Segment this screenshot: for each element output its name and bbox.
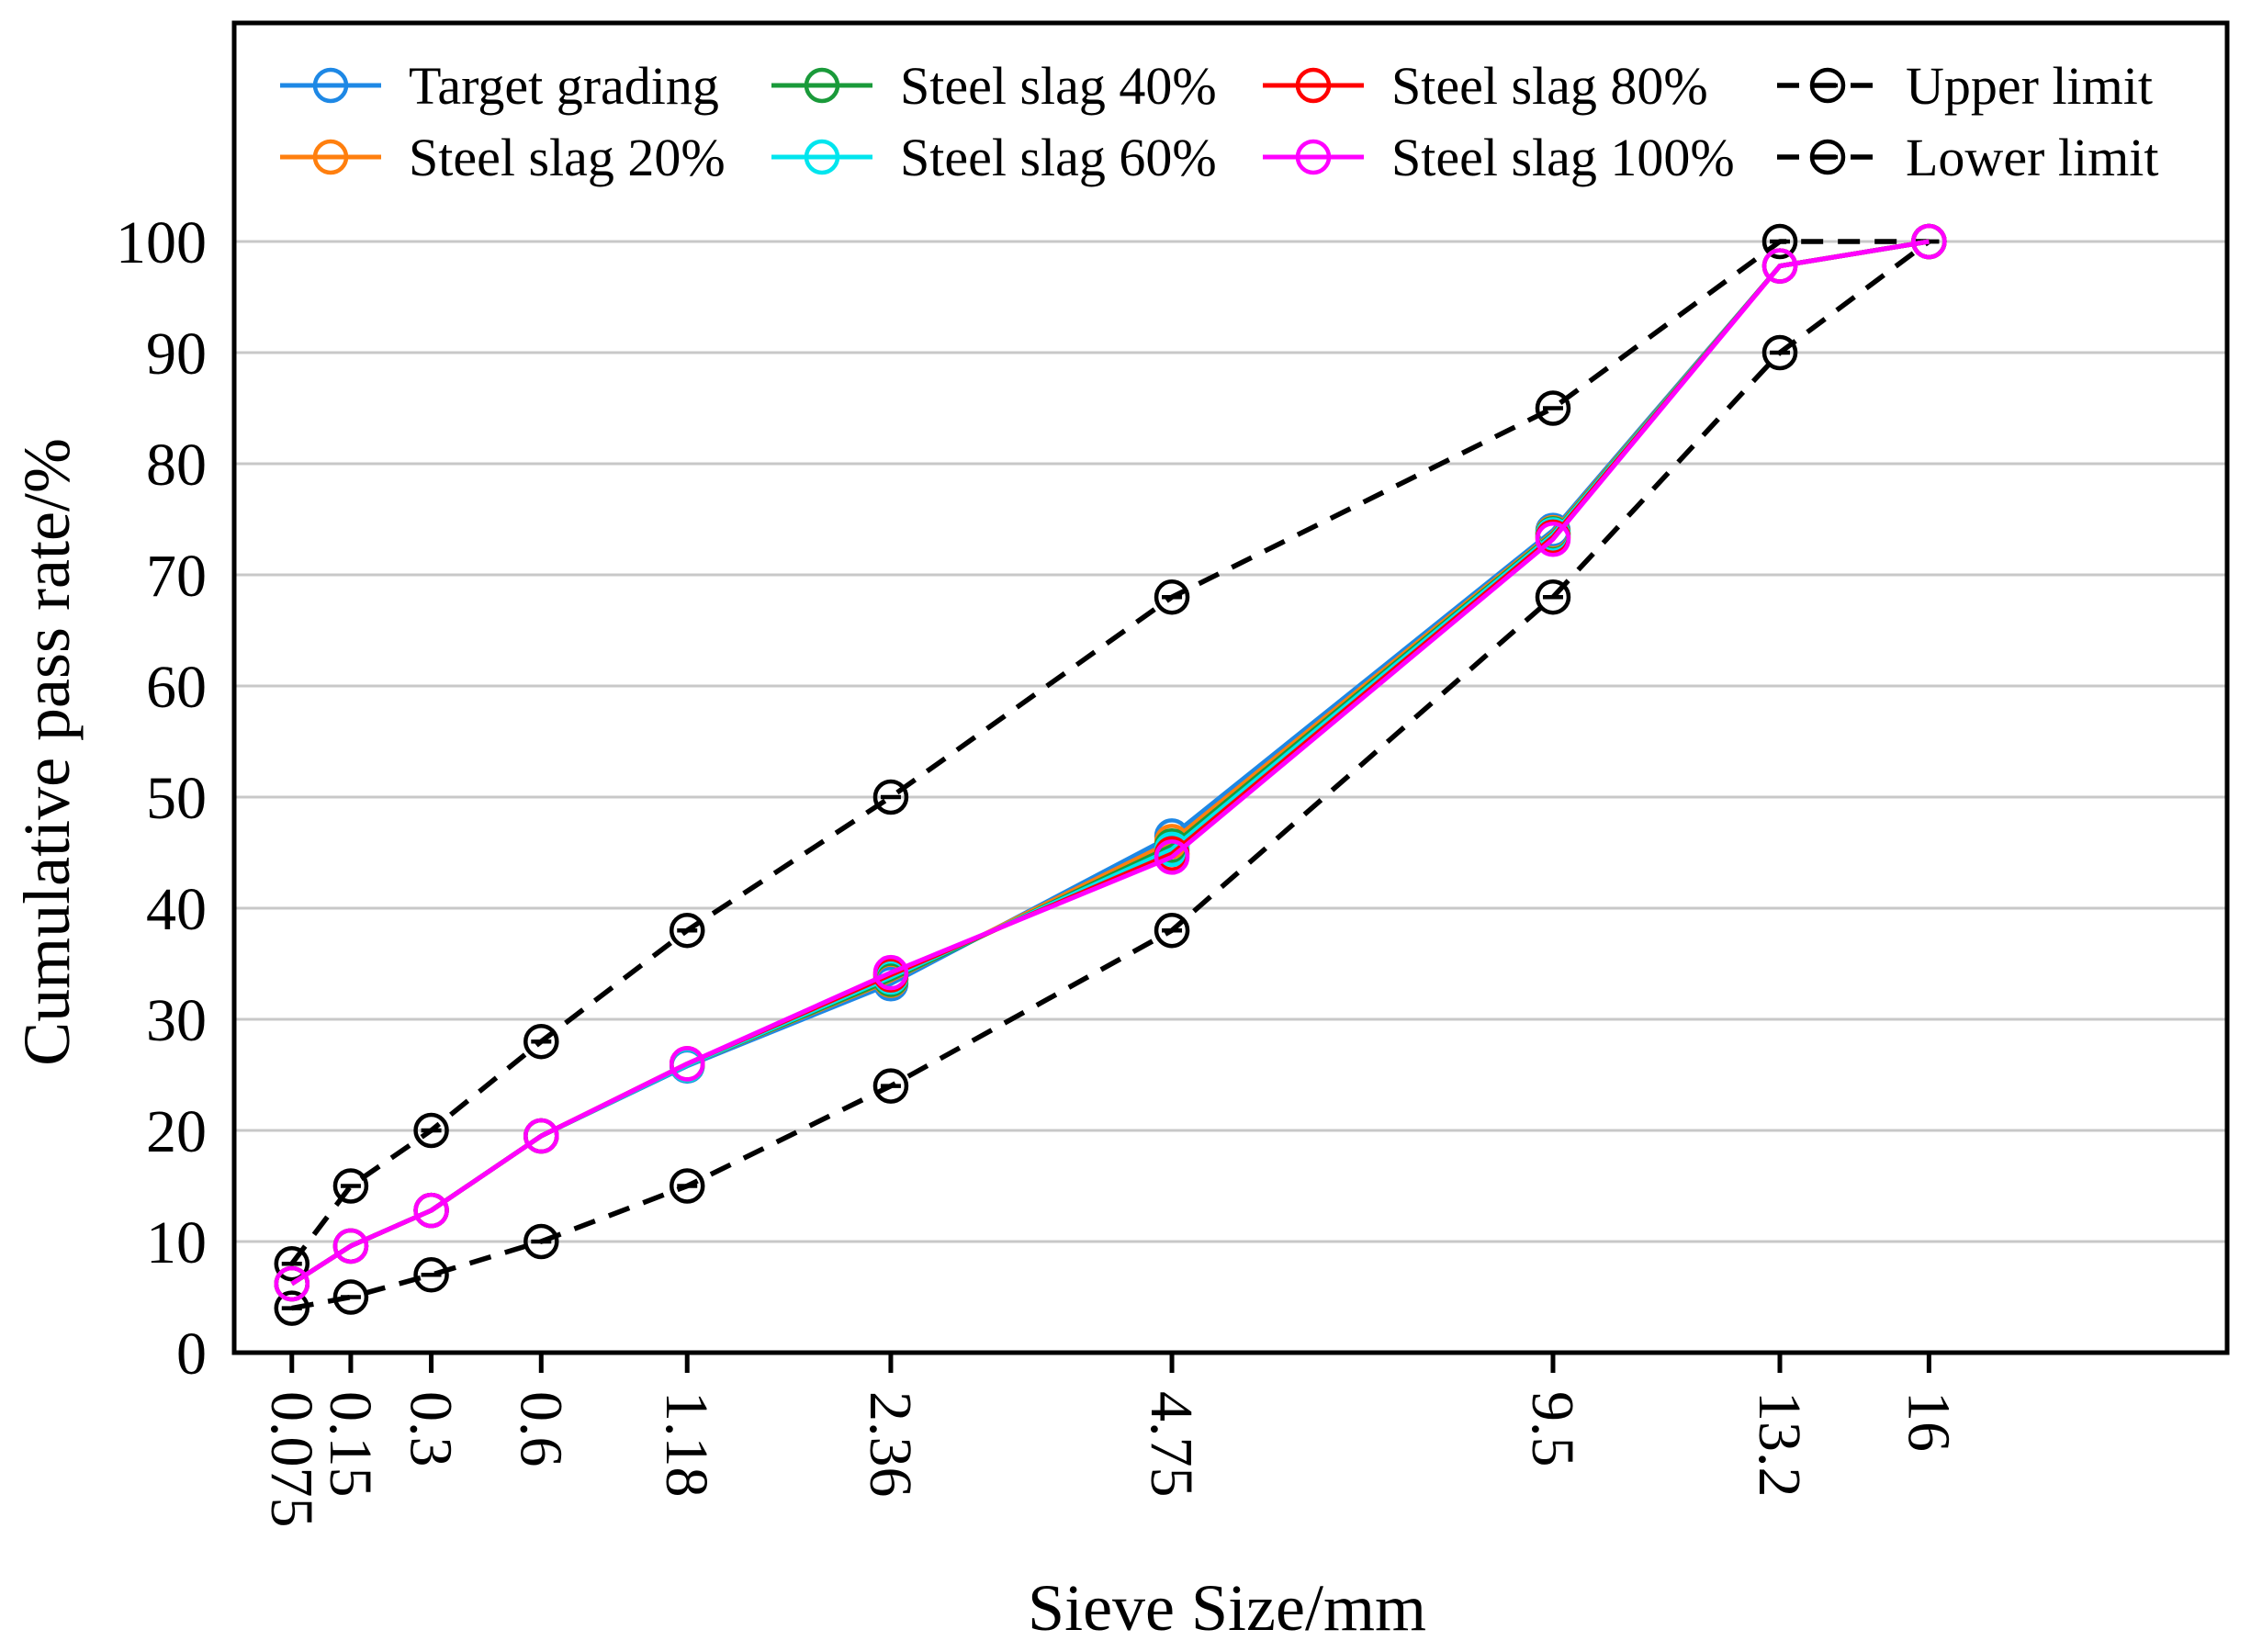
y-tick-label: 70: [146, 543, 207, 610]
steel-slag-100-point: [1761, 248, 1798, 284]
upper-limit-point: [1154, 579, 1190, 615]
upper-limit-point: [413, 1112, 449, 1149]
legend-label: Steel slag 20%: [409, 128, 726, 187]
lower-limit-point: [332, 1279, 369, 1315]
steel-slag-100-line: [290, 239, 1930, 1287]
upper-limit-point: [332, 1168, 369, 1204]
legend-item-lower-limit: Lower limit: [1777, 128, 2158, 187]
gridlines: [234, 240, 2227, 1243]
grading-curves: [274, 223, 1947, 1302]
legend-item-steel-slag-80: Steel slag 80%: [1263, 56, 1708, 116]
upper-limit-line: [289, 239, 1930, 1265]
y-tick-label: 30: [146, 987, 207, 1054]
legend-label: Steel slag 60%: [900, 128, 1217, 187]
legend-label: Upper limit: [1906, 56, 2153, 116]
steel-slag-100-point: [1911, 223, 1947, 260]
y-axis: 0 10 20 30 40 50 60 70 80 90 100: [116, 209, 207, 1388]
upper-limit-point: [274, 1245, 310, 1282]
y-axis-title: Cumulative pass rate/%: [10, 438, 84, 1066]
legend-steel-slag-40-point: [804, 67, 840, 104]
legend-item-steel-slag-60: Steel slag 60%: [771, 128, 1217, 187]
legend-steel-slag-60-point: [804, 139, 840, 175]
x-tick-label: 13.2: [1746, 1391, 1813, 1498]
upper-limit-point: [1761, 223, 1798, 260]
legend: Target grading Steel slag 20% Steel slag 4…: [280, 56, 2158, 187]
upper-limit-point: [669, 912, 705, 949]
x-axis-title: Sieve Size/mm: [1028, 1571, 1426, 1645]
y-tick-label: 80: [146, 432, 207, 499]
legend-steel-slag-20-point: [312, 139, 349, 175]
y-tick-label: 50: [146, 765, 207, 832]
lower-limit-point: [1535, 579, 1571, 615]
legend-item-steel-slag-40: Steel slag 40%: [771, 56, 1217, 116]
legend-item-steel-slag-20: Steel slag 20%: [280, 128, 726, 187]
steel-slag-100-point: [872, 954, 909, 991]
steel-slag-100-point: [274, 1265, 310, 1302]
lower-limit-point: [274, 1290, 310, 1326]
legend-steel-slag-100-point: [1295, 139, 1332, 175]
legend-item-target-grading: Target grading: [280, 56, 719, 116]
legend-item-steel-slag-100: Steel slag 100%: [1263, 128, 1735, 187]
upper-limit-point: [1535, 390, 1571, 426]
y-tick-label: 100: [116, 209, 207, 276]
x-tick-label: 16: [1895, 1391, 1962, 1452]
target-grading-line: [290, 239, 1930, 1287]
steel-slag-20-line: [290, 239, 1930, 1287]
upper-limit-series: [274, 223, 1947, 1282]
x-tick-label: 0.6: [507, 1391, 574, 1467]
legend-target-grading-point: [312, 67, 349, 104]
lower-limit-line: [291, 239, 1931, 1311]
legend-label: Steel slag 80%: [1391, 56, 1708, 116]
upper-limit-point: [523, 1023, 559, 1060]
x-tick-label: 0.075: [258, 1391, 325, 1528]
y-tick-label: 20: [146, 1098, 207, 1165]
steel-slag-100-point: [332, 1228, 369, 1264]
x-tick-label: 2.36: [857, 1391, 924, 1498]
legend-upper-limit-point: [1809, 67, 1846, 104]
legend-item-upper-limit: Upper limit: [1777, 56, 2153, 116]
legend-label: Target grading: [409, 56, 719, 116]
lower-limit-point: [523, 1223, 559, 1260]
x-tick-label: 1.18: [653, 1391, 720, 1498]
y-tick-label: 10: [146, 1209, 207, 1276]
steel-slag-80-line: [290, 239, 1930, 1287]
limit-curves: [274, 223, 1947, 1326]
y-tick-label: 40: [146, 876, 207, 943]
steel-slag-100-point: [669, 1046, 705, 1082]
y-tick-label: 60: [146, 654, 207, 721]
lower-limit-point: [1154, 912, 1190, 949]
legend-lower-limit-point: [1809, 139, 1846, 175]
lower-limit-point: [872, 1068, 909, 1104]
legend-label: Steel slag 40%: [900, 56, 1217, 116]
steel-slag-40-line: [290, 239, 1930, 1287]
steel-slag-100-point: [523, 1118, 559, 1154]
legend-label: Lower limit: [1906, 128, 2158, 187]
legend-steel-slag-80-point: [1295, 67, 1332, 104]
lower-limit-point: [1761, 334, 1798, 371]
y-tick-label: 90: [146, 320, 207, 388]
lower-limit-series: [274, 223, 1947, 1326]
steel-slag-100-point: [1535, 522, 1571, 557]
steel-slag-100-point: [1154, 839, 1190, 875]
x-tick-label: 0.15: [317, 1391, 384, 1498]
upper-limit-point: [872, 779, 909, 815]
plot-frame: [231, 20, 2230, 1355]
y-tick-label: 0: [176, 1320, 207, 1388]
steel-slag-100-series: [274, 223, 1947, 1302]
lower-limit-point: [413, 1257, 449, 1293]
x-tick-label: 9.5: [1519, 1391, 1586, 1467]
steel-slag-60-line: [290, 239, 1930, 1287]
steel-slag-100-point: [413, 1192, 449, 1229]
x-tick-label: 4.75: [1138, 1391, 1205, 1498]
x-tick-label: 0.3: [398, 1391, 465, 1467]
lower-limit-point: [669, 1168, 705, 1204]
legend-label: Steel slag 100%: [1391, 128, 1735, 187]
